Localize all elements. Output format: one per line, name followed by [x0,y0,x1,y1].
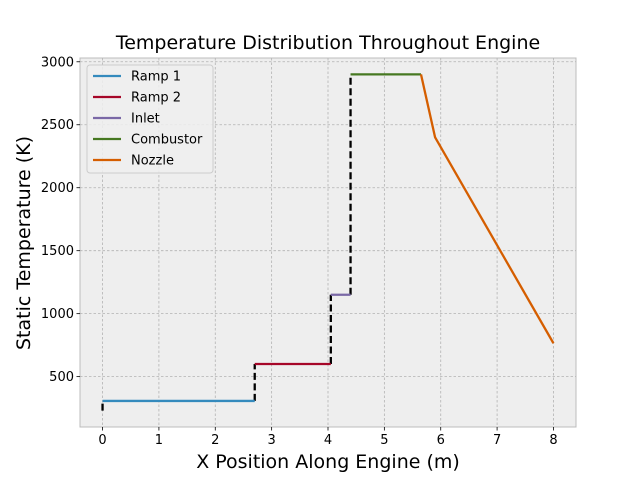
x-tick-label: 8 [549,433,557,448]
series-line-nozzle [419,74,555,344]
legend-label: Ramp 2 [131,91,181,106]
legend-label: Ramp 1 [131,70,181,85]
axis-ticks: 0 1 2 3 4 5 6 7 8 500 1000 1500 2000 2500 3000 [41,55,558,448]
legend-label: Nozzle [131,154,174,169]
legend-label: Inlet [131,112,160,127]
chart-title: Temperature Distribution Throughout Engi… [115,32,540,54]
x-axis-label: X Position Along Engine (m) [196,451,460,473]
y-tick-label: 1000 [41,307,74,322]
x-tick-label: 7 [493,433,501,448]
legend-label: Combustor [131,133,203,148]
x-tick-label: 0 [98,433,106,448]
x-tick-label: 2 [211,433,219,448]
x-tick-label: 5 [380,433,388,448]
y-tick-label: 1500 [41,244,74,259]
y-tick-label: 3000 [41,55,74,70]
legend: Ramp 1 Ramp 2 Inlet Combustor Nozzle [86,64,214,174]
legend-box [86,64,214,174]
y-tick-label: 2000 [41,181,74,196]
x-tick-label: 6 [437,433,445,448]
y-tick-label: 2500 [41,118,74,133]
series-lines [102,73,555,403]
y-tick-label: 500 [49,370,74,385]
x-tick-label: 1 [155,433,163,448]
x-tick-label: 4 [324,433,332,448]
x-tick-label: 3 [267,433,275,448]
transition-lines [101,74,352,411]
grid-lines [80,58,576,427]
y-axis-label: Static Temperature (K) [13,136,35,350]
